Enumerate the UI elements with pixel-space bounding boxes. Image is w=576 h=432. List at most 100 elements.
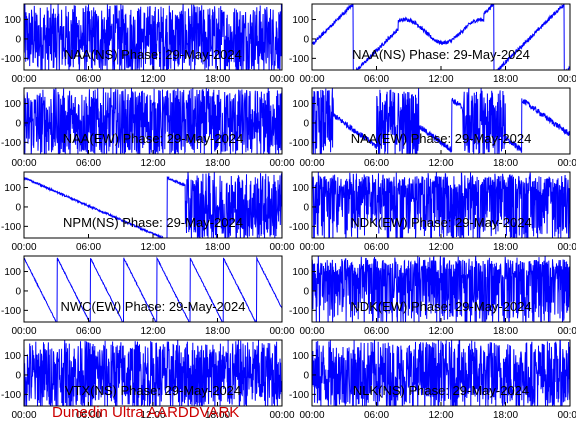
y-tick-label: 0 bbox=[15, 286, 21, 297]
x-tick-label: 12:00 bbox=[428, 410, 453, 421]
x-tick-label: 06:00 bbox=[76, 74, 101, 85]
y-tick-label: -100 bbox=[289, 138, 309, 149]
x-tick-label: 18:00 bbox=[205, 158, 230, 169]
x-tick-label: 12:00 bbox=[428, 158, 453, 169]
phase-trace bbox=[24, 256, 282, 322]
x-tick-label: 06:00 bbox=[76, 410, 101, 421]
chart-panel-4: -100 0 100 00:00 06:00 12:00 18:00 00:00 NAA(EW)… bbox=[289, 87, 576, 169]
x-tick-label: 18:00 bbox=[205, 410, 230, 421]
x-tick-label: 00:00 bbox=[557, 158, 576, 169]
y-tick-label: -100 bbox=[289, 54, 309, 65]
x-tick-label: 06:00 bbox=[76, 242, 101, 253]
x-tick-label: 00:00 bbox=[11, 326, 36, 337]
x-tick-label: 18:00 bbox=[205, 242, 230, 253]
chart-panel-1: -100 0 100 00:00 06:00 12:00 18:00 00:00 NAA(NS)… bbox=[1, 3, 295, 85]
x-tick-label: 00:00 bbox=[557, 242, 576, 253]
x-tick-label: 12:00 bbox=[140, 158, 165, 169]
x-tick-label: 00:00 bbox=[269, 410, 294, 421]
phase-trace bbox=[312, 340, 570, 406]
x-tick-label: 12:00 bbox=[140, 74, 165, 85]
y-tick-label: 100 bbox=[4, 183, 21, 194]
x-tick-label: 00:00 bbox=[557, 74, 576, 85]
x-tick-label: 00:00 bbox=[269, 326, 294, 337]
chart-panel-5: -100 0 100 00:00 06:00 12:00 18:00 00:00 NPM(NS)… bbox=[1, 171, 295, 253]
y-tick-label: 0 bbox=[15, 370, 21, 381]
x-tick-label: 06:00 bbox=[364, 326, 389, 337]
chart-panel-3: -100 0 100 00:00 06:00 12:00 18:00 00:00 NAA(EW)… bbox=[1, 87, 295, 169]
x-tick-label: 12:00 bbox=[428, 74, 453, 85]
x-tick-label: 00:00 bbox=[299, 74, 324, 85]
chart-panel-7: -100 0 100 00:00 06:00 12:00 18:00 00:00 NWC(EW)… bbox=[1, 255, 295, 337]
x-tick-label: 00:00 bbox=[269, 74, 294, 85]
phase-trace bbox=[24, 340, 282, 406]
x-tick-label: 06:00 bbox=[76, 158, 101, 169]
x-tick-label: 00:00 bbox=[11, 410, 36, 421]
phase-trace bbox=[312, 4, 570, 70]
x-tick-label: 18:00 bbox=[205, 326, 230, 337]
y-tick-label: -100 bbox=[1, 222, 21, 233]
y-tick-label: 0 bbox=[15, 202, 21, 213]
y-tick-label: -100 bbox=[1, 306, 21, 317]
phase-trace bbox=[312, 256, 570, 322]
footer-label: Dunedin Ultra AARDDVARK bbox=[52, 404, 240, 421]
x-tick-label: 12:00 bbox=[140, 242, 165, 253]
phase-trace bbox=[24, 4, 282, 70]
phase-trace bbox=[312, 88, 570, 154]
x-tick-label: 00:00 bbox=[299, 326, 324, 337]
chart-panel-6: -100 0 100 00:00 06:00 12:00 18:00 00:00 NDK(EW)… bbox=[289, 171, 576, 253]
x-tick-label: 12:00 bbox=[428, 242, 453, 253]
chart-panel-2: -100 0 100 00:00 06:00 12:00 18:00 00:00 NAA(NS)… bbox=[289, 3, 576, 85]
y-tick-label: 100 bbox=[292, 351, 309, 362]
chart-panel-8: -100 0 100 00:00 06:00 12:00 18:00 00:00 NDK(EW)… bbox=[289, 255, 576, 337]
y-tick-label: 100 bbox=[4, 267, 21, 278]
x-tick-label: 18:00 bbox=[205, 74, 230, 85]
y-tick-label: 100 bbox=[292, 99, 309, 110]
y-tick-label: 100 bbox=[292, 15, 309, 26]
x-tick-label: 00:00 bbox=[11, 242, 36, 253]
x-tick-label: 06:00 bbox=[364, 74, 389, 85]
x-tick-label: 18:00 bbox=[493, 74, 518, 85]
chart-title: VTX(NS) Phase: 29-May-2024 bbox=[65, 383, 241, 398]
x-tick-label: 00:00 bbox=[269, 242, 294, 253]
x-tick-label: 06:00 bbox=[76, 326, 101, 337]
x-tick-label: 12:00 bbox=[428, 326, 453, 337]
phase-trace bbox=[24, 88, 282, 154]
phase-trace bbox=[312, 172, 570, 238]
y-tick-label: 100 bbox=[4, 15, 21, 26]
x-tick-label: 18:00 bbox=[493, 410, 518, 421]
y-tick-label: 100 bbox=[4, 99, 21, 110]
y-tick-label: -100 bbox=[1, 138, 21, 149]
chart-title: NDK(EW) Phase: 29-May-2024 bbox=[350, 299, 531, 314]
x-tick-label: 00:00 bbox=[299, 158, 324, 169]
x-tick-label: 18:00 bbox=[493, 158, 518, 169]
y-tick-label: -100 bbox=[289, 222, 309, 233]
x-tick-label: 18:00 bbox=[493, 326, 518, 337]
chart-title: NAA(NS) Phase: 29-May-2024 bbox=[352, 47, 530, 62]
y-tick-label: 0 bbox=[303, 370, 309, 381]
x-tick-label: 06:00 bbox=[364, 410, 389, 421]
y-tick-label: -100 bbox=[1, 54, 21, 65]
chart-title: NWC(EW) Phase: 29-May-2024 bbox=[61, 299, 246, 314]
y-tick-label: 0 bbox=[303, 286, 309, 297]
x-tick-label: 06:00 bbox=[364, 242, 389, 253]
y-tick-label: 0 bbox=[303, 202, 309, 213]
y-tick-label: -100 bbox=[289, 306, 309, 317]
chart-title: NPM(NS) Phase: 29-May-2024 bbox=[63, 215, 243, 230]
chart-title: NDK(EW) Phase: 29-May-2024 bbox=[350, 215, 531, 230]
y-tick-label: 0 bbox=[15, 118, 21, 129]
x-tick-label: 18:00 bbox=[493, 242, 518, 253]
x-tick-label: 12:00 bbox=[140, 326, 165, 337]
x-tick-label: 00:00 bbox=[11, 74, 36, 85]
y-tick-label: -100 bbox=[289, 390, 309, 401]
chart-panel-10: -100 0 100 00:00 06:00 12:00 18:00 00:00 NLK(NS)… bbox=[289, 339, 576, 421]
chart-title: NAA(NS) Phase: 29-May-2024 bbox=[64, 47, 242, 62]
chart-title: NLK(NS) Phase: 29-May-2024 bbox=[353, 383, 529, 398]
chart-title: NAA(EW) Phase: 29-May-2024 bbox=[63, 131, 244, 146]
y-tick-label: 0 bbox=[303, 118, 309, 129]
y-tick-label: 100 bbox=[292, 183, 309, 194]
y-tick-label: 0 bbox=[303, 34, 309, 45]
x-tick-label: 00:00 bbox=[299, 242, 324, 253]
y-tick-label: 0 bbox=[15, 34, 21, 45]
x-tick-label: 00:00 bbox=[269, 158, 294, 169]
